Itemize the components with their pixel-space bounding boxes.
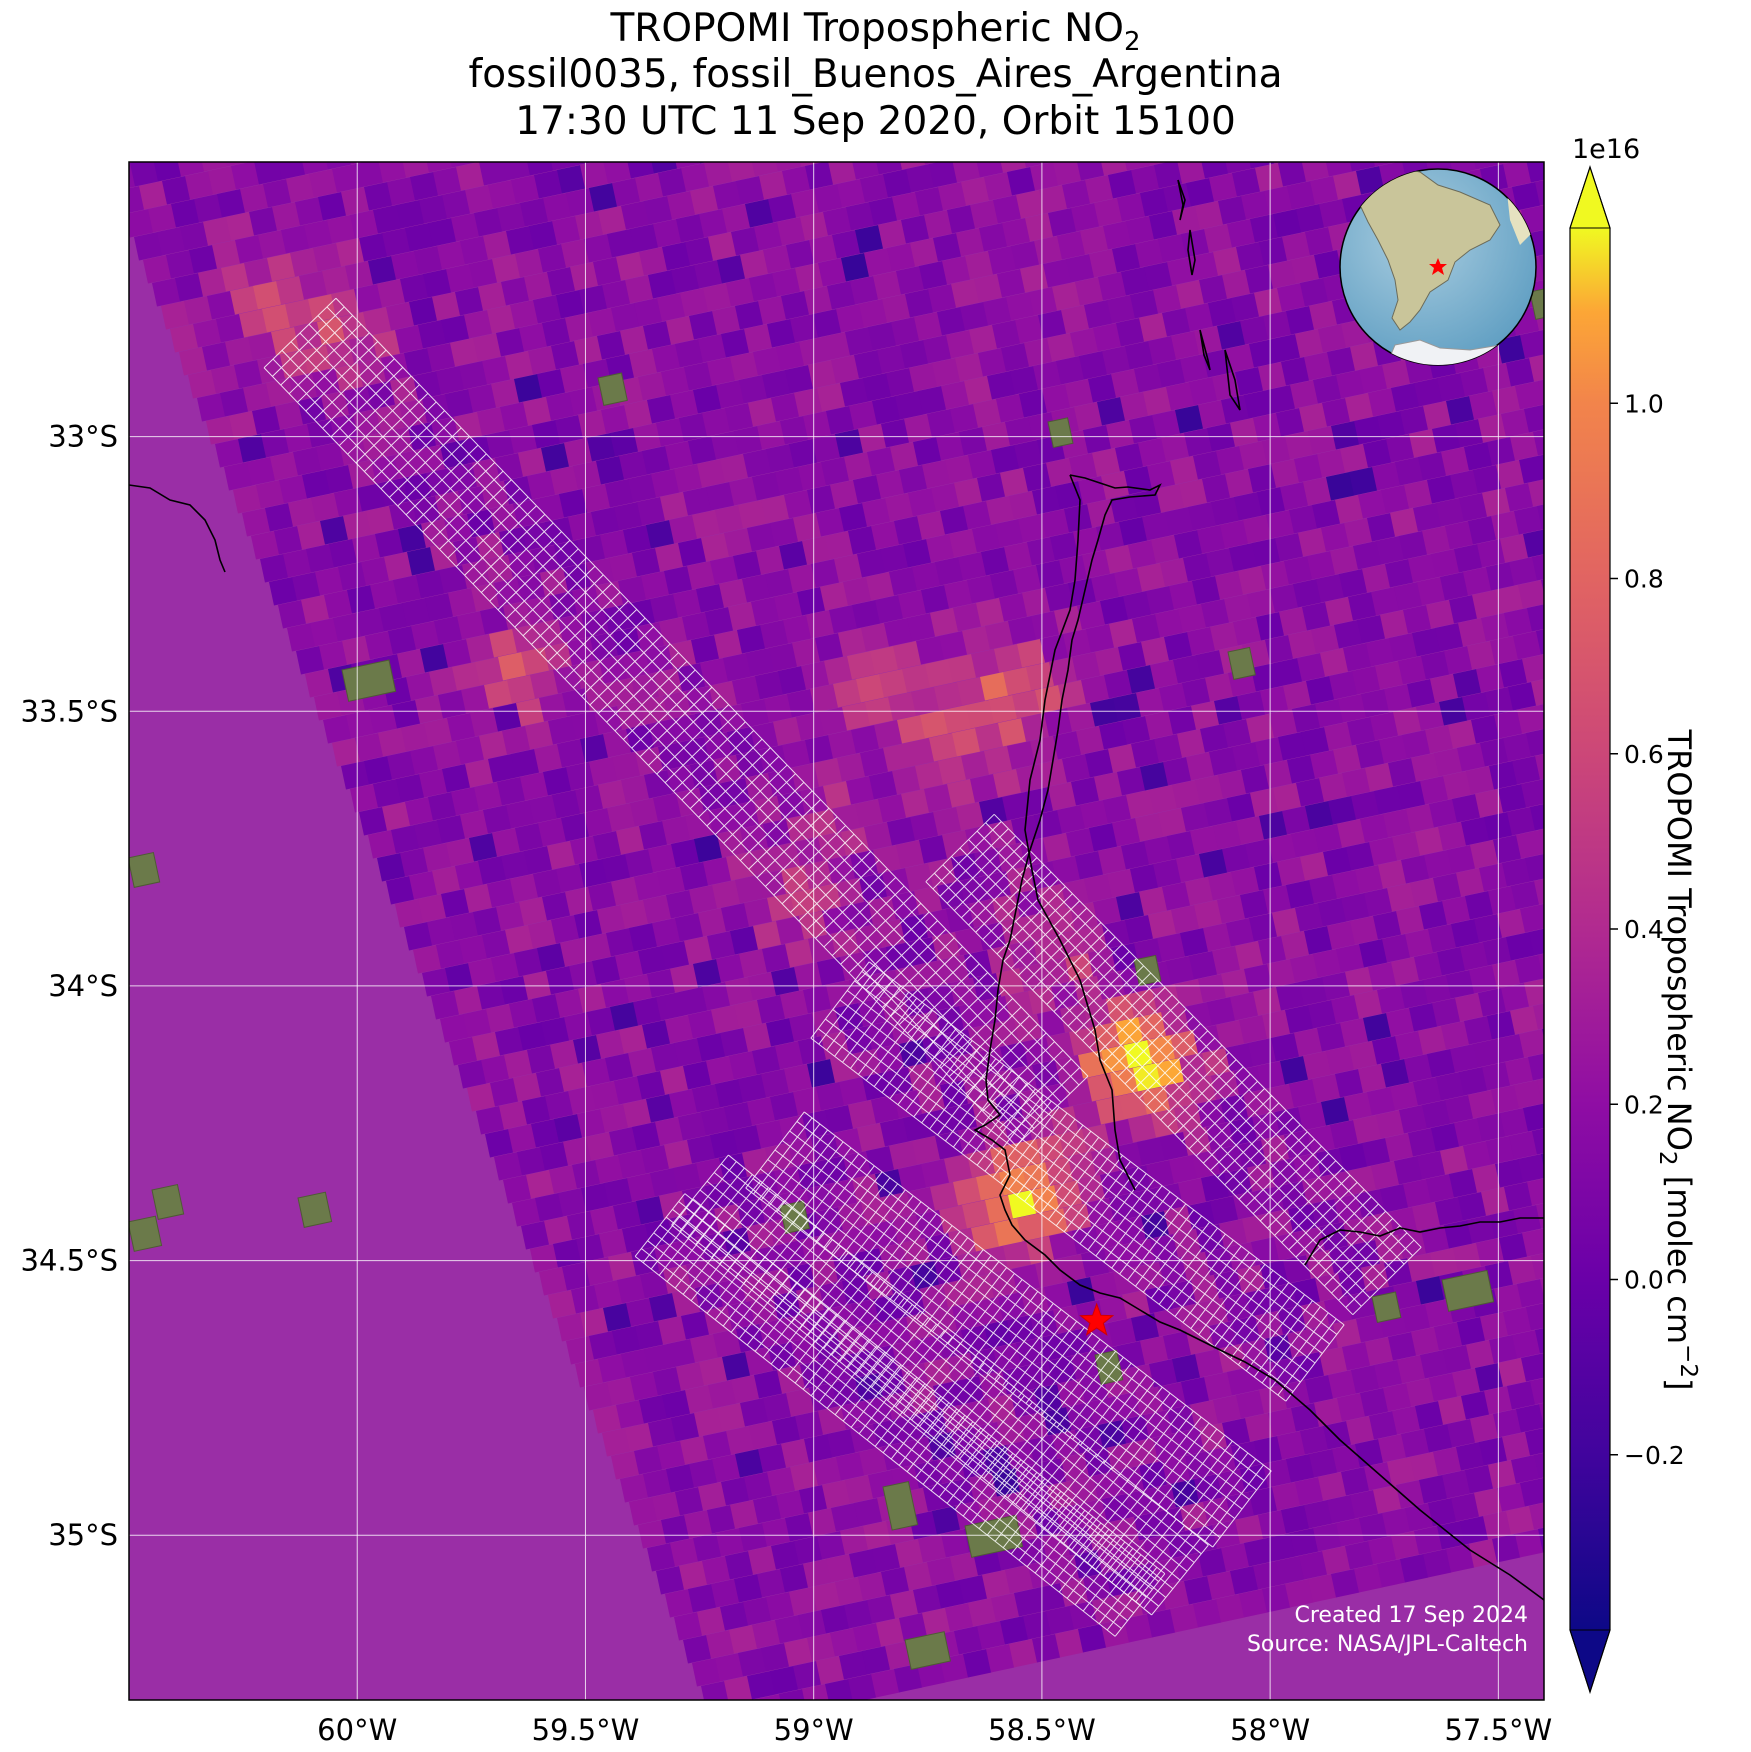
colorbar-tick-label: 1.0 (1624, 389, 1664, 418)
target-site-marker (1079, 1302, 1115, 1336)
island-1 (1177, 179, 1186, 221)
target-star-icon (1079, 1302, 1115, 1336)
colorbar-tick-label: 0.0 (1624, 1266, 1664, 1295)
island-3 (1199, 329, 1211, 371)
latitude-axis: 33°S 33.5°S 34°S 34.5°S 35°S (21, 420, 118, 1553)
lon-tick-label: 58°W (1230, 1713, 1310, 1747)
colorbar-gradient (1570, 228, 1610, 1630)
south-america-landmass (1359, 169, 1501, 331)
lat-tick-label: 35°S (48, 1518, 118, 1552)
colorbar-exponent: 1e16 (1572, 134, 1640, 165)
colorbar-tick-label: 0.4 (1624, 915, 1664, 944)
coastline (129, 179, 1544, 1601)
lon-tick-label: 59°W (774, 1713, 854, 1747)
lat-tick-label: 34°S (48, 969, 118, 1003)
map-frame (128, 161, 1545, 1701)
delta-coast (1024, 474, 1136, 1191)
globe-target-star-icon (1429, 258, 1447, 275)
lon-tick-label: 58.5°W (988, 1713, 1096, 1747)
satellite-imagery-patches (129, 288, 1544, 1670)
colorbar-label: TROPOMI Tropospheric NO2 [molec cm−2] (1654, 729, 1701, 1391)
colorbar-extend-min (1569, 1629, 1611, 1694)
lat-tick-label: 34.5°S (21, 1244, 118, 1278)
chart-subtitle-time: 17:30 UTC 11 Sep 2020, Orbit 15100 (515, 99, 1236, 144)
uruguay-coast (1304, 1217, 1544, 1266)
chart-title: TROPOMI Tropospheric NO2 (610, 6, 1141, 57)
longitude-axis: 60°W 59.5°W 59°W 58.5°W 58°W 57.5°W (317, 1713, 1552, 1747)
lat-tick-label: 33°S (48, 420, 118, 454)
lat-tick-label: 33.5°S (21, 694, 118, 728)
west-coast-segment (129, 484, 226, 573)
no2-pixel-layer (129, 162, 1544, 1700)
island-4 (1224, 349, 1241, 411)
island-2 (1187, 229, 1196, 276)
footer-source: Source: NASA/JPL-Caltech (1247, 1632, 1528, 1657)
colorbar-tick-label: 0.6 (1624, 740, 1664, 769)
map-panel: Created 17 Sep 2024 Source: NASA/JPL-Cal… (128, 161, 1545, 1701)
chart-subtitle-site: fossil0035, fossil_Buenos_Aires_Argentin… (468, 52, 1283, 97)
lon-tick-label: 59.5°W (532, 1713, 640, 1747)
colorbar: 1e16 −0.2 0.0 0.2 0.4 0.6 0.8 1.0 TROPOMI Trop… (1569, 134, 1701, 1694)
colorbar-tick-label: 0.2 (1624, 1090, 1664, 1119)
footer-created: Created 17 Sep 2024 (1295, 1603, 1529, 1628)
parana-river-coast (973, 474, 1544, 1601)
lon-tick-label: 57.5°W (1444, 1713, 1552, 1747)
lon-tick-label: 60°W (317, 1713, 397, 1747)
colorbar-tick-label: 0.8 (1624, 565, 1664, 594)
colorbar-tick-label: −0.2 (1624, 1441, 1685, 1470)
inset-globe (1339, 168, 1537, 366)
colorbar-extend-max (1569, 165, 1611, 229)
